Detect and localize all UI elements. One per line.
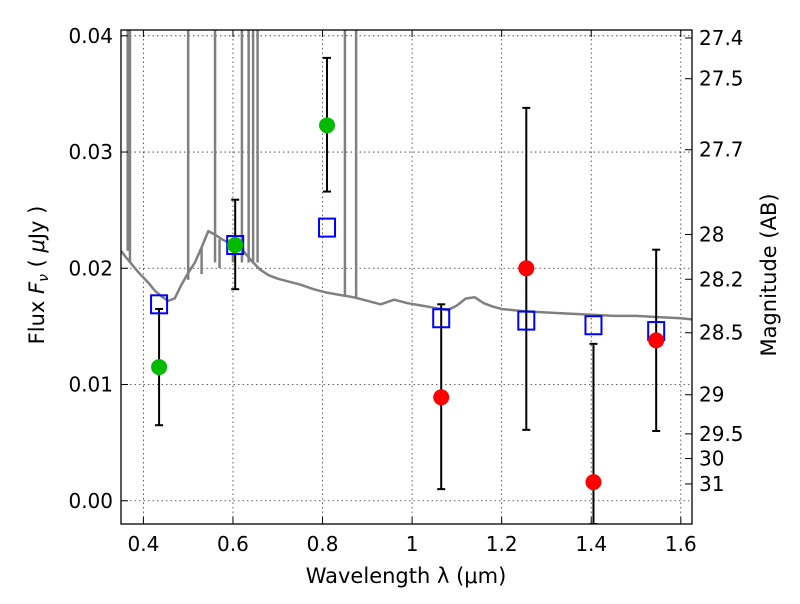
y-axis-label-part: μ [25, 239, 49, 253]
red-measured-point [585, 474, 602, 491]
y2-axis-label: Magnitude (AB) [757, 193, 781, 356]
x-tick-label: 0.6 [217, 532, 249, 556]
x-tick-label: 0.8 [307, 532, 339, 556]
y-axis-label-part: Jy ) [25, 206, 49, 242]
y-tick-label: 0.00 [68, 489, 113, 513]
y2-tick-label: 29 [699, 383, 724, 407]
x-ticks: 0.4 0.6 0.8 1 1.2 1.4 1.6 [127, 30, 697, 556]
y2-tick-label: 27.5 [699, 67, 744, 91]
y-tick-label: 0.02 [68, 256, 113, 280]
axes-frame [120, 29, 693, 525]
y2-tick-label: 31 [699, 472, 724, 496]
x-axis-label: Wavelength λ (μm) [306, 564, 507, 588]
y2-tick-label: 29.5 [699, 422, 744, 446]
x-tick-label: 1 [406, 532, 419, 556]
y2-tick-label: 27.7 [699, 138, 744, 162]
green-measured-point [151, 359, 168, 376]
y-axis-label-part: Flux [25, 294, 49, 344]
y2-tick-label: 28.5 [699, 321, 744, 345]
grid-lines [121, 30, 692, 524]
y-axis-label-part: ν [36, 274, 52, 282]
model-sed-line [121, 229, 692, 321]
green-measured-point [319, 117, 336, 134]
model-bandflux-square [517, 310, 536, 331]
y-axis-label-part: ( [25, 253, 49, 275]
y-axis-label-part: F [25, 281, 49, 294]
red-measured-point [518, 260, 535, 277]
model-bandflux-square [150, 294, 169, 315]
y2-tick-label: 28.2 [699, 267, 744, 291]
model-bandflux-square [432, 308, 451, 329]
red-measured-point [433, 389, 450, 406]
y-tick-label: 0.03 [68, 140, 113, 164]
y-ticks: 0.00 0.01 0.02 0.03 0.04 [68, 24, 128, 513]
y2-tick-label: 28 [699, 222, 724, 246]
y-tick-label: 0.01 [68, 373, 113, 397]
model-bandflux-square [318, 217, 337, 238]
model-bandflux-square [584, 315, 603, 336]
red-measured-point [648, 332, 665, 349]
axes [120, 29, 693, 525]
x-tick-label: 0.4 [127, 532, 159, 556]
y-tick-label: 0.04 [68, 24, 113, 48]
y2-tick-label: 30 [699, 447, 724, 471]
x-tick-label: 1.6 [665, 532, 697, 556]
plot-area [121, 30, 692, 524]
x-tick-label: 1.4 [575, 532, 607, 556]
green-measured-point [227, 237, 244, 254]
y-axis-label: Flux Fν ( μJy ) [25, 206, 52, 345]
x-tick-label: 1.2 [486, 532, 518, 556]
y2-tick-label: 27.4 [699, 26, 744, 50]
